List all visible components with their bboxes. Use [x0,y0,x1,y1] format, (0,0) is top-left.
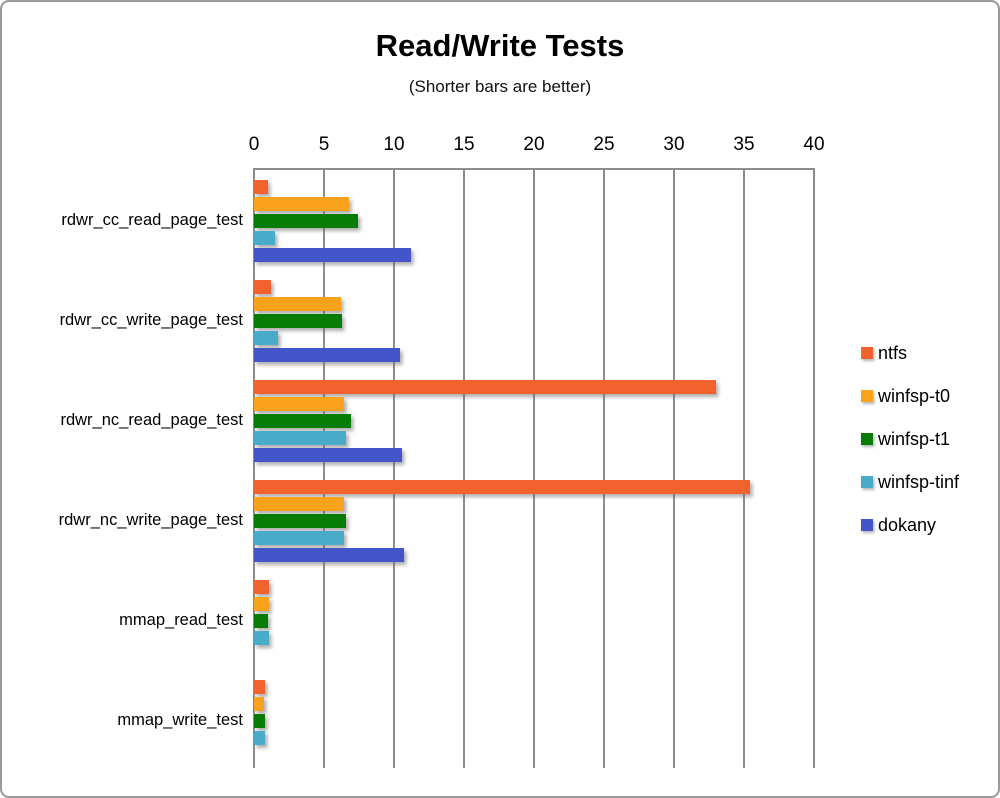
category-label: rdwr_nc_read_page_test [60,411,243,429]
x-axis-tick-label: 20 [523,134,545,155]
bar-winfsp-tinf [254,331,278,345]
gridline [463,170,465,768]
bar-winfsp-tinf [254,631,270,645]
bar-ntfs [254,380,716,394]
bar-winfsp-t1 [254,714,266,728]
legend-swatch-dokany [861,519,873,531]
bar-ntfs [254,680,266,694]
gridline [533,170,535,768]
bar-winfsp-t0 [254,297,341,311]
bar-ntfs [254,180,268,194]
legend-item-ntfs: ntfs [861,341,907,365]
gridline [743,170,745,768]
bar-winfsp-t1 [254,214,358,228]
x-axis-tick-label: 5 [318,134,330,155]
legend-swatch-winfsp-t0 [861,390,873,402]
gridline [673,170,675,768]
x-axis-tick-label: 25 [593,134,615,155]
bar-winfsp-t0 [254,697,264,711]
category-label: mmap_read_test [119,611,243,629]
chart-subtitle: (Shorter bars are better) [408,77,592,96]
chart-title: Read/Write Tests [375,28,625,63]
legend-label: ntfs [878,342,908,363]
bar-winfsp-t0 [254,197,350,211]
legend-label: winfsp-t0 [878,385,951,406]
x-axis-tick-label: 40 [803,134,825,155]
bar-winfsp-t1 [254,414,351,428]
legend-swatch-ntfs [861,347,873,359]
bar-dokany [254,548,404,562]
legend-label: winfsp-tinf [878,471,960,492]
bar-winfsp-t1 [254,314,343,328]
category-label: mmap_write_test [117,711,243,729]
bar-winfsp-t1 [254,514,347,528]
gridline [813,170,815,768]
legend-swatch-winfsp-t1 [861,433,873,445]
legend-item-winfsp-t0: winfsp-t0 [861,384,950,408]
plot-top-border [253,168,815,170]
x-axis-tick-label: 0 [248,134,260,155]
x-axis-tick-label: 35 [733,134,755,155]
x-axis-tick-label: 30 [663,134,685,155]
legend-label: dokany [878,514,937,535]
bar-ntfs [254,280,271,294]
gridline [393,170,395,768]
bar-winfsp-tinf [254,531,344,545]
bar-dokany [254,348,400,362]
category-label: rdwr_cc_read_page_test [61,211,243,229]
bar-winfsp-tinf [254,431,347,445]
legend-item-winfsp-tinf: winfsp-tinf [861,470,959,494]
gridline [603,170,605,768]
bar-winfsp-tinf [254,231,275,245]
legend-item-winfsp-t1: winfsp-t1 [861,427,950,451]
gridline [253,170,255,768]
category-label: rdwr_nc_write_page_test [58,511,243,529]
bar-winfsp-t1 [254,614,268,628]
bar-winfsp-t0 [254,597,270,611]
bar-dokany [254,448,403,462]
x-axis-tick-label: 15 [453,134,475,155]
bar-ntfs [254,480,750,494]
bar-winfsp-tinf [254,731,266,745]
legend-swatch-winfsp-tinf [861,476,873,488]
legend-label: winfsp-t1 [878,428,951,449]
x-axis-tick-label: 10 [383,134,405,155]
gridline [323,170,325,768]
category-label: rdwr_cc_write_page_test [59,311,243,329]
bar-ntfs [254,580,270,594]
bar-winfsp-t0 [254,397,344,411]
bar-winfsp-t0 [254,497,344,511]
bar-dokany [254,248,411,262]
legend-item-dokany: dokany [861,513,936,537]
